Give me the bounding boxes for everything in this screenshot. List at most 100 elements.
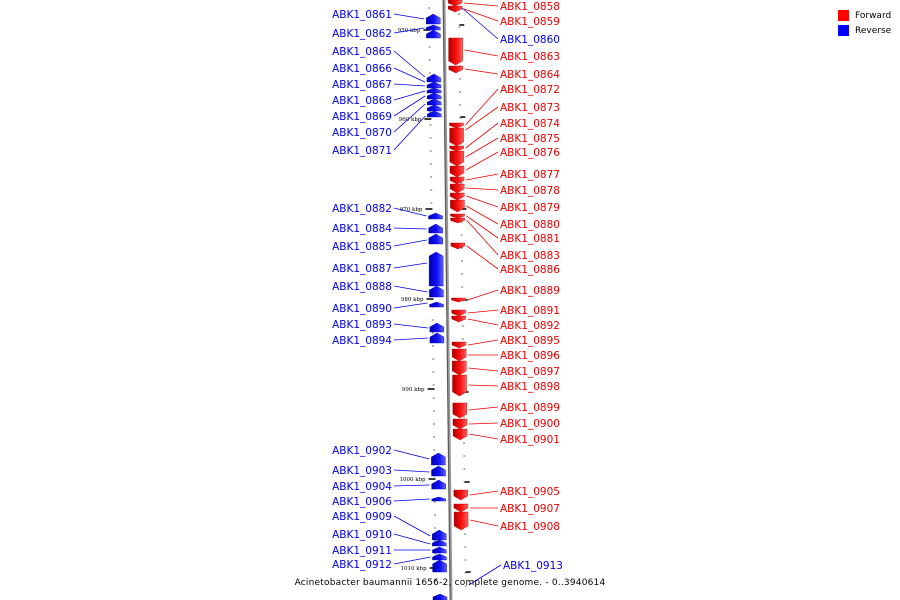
gene-leader-forward	[469, 519, 499, 527]
reverse-gene-arrow	[431, 496, 447, 502]
gene-leader-reverse	[393, 484, 430, 487]
reverse-gene-arrow	[432, 529, 447, 541]
gene-leader-forward	[465, 151, 499, 171]
forward-gene-arrow	[449, 183, 465, 194]
reverse-gene-arrow	[432, 559, 447, 573]
gene-label-forward: ABK1_0898	[500, 381, 560, 393]
gene-label-forward: ABK1_0872	[500, 84, 560, 96]
gene-leader-forward	[463, 8, 499, 22]
forward-gene-arrow	[449, 127, 464, 147]
reverse-gene-arrow	[426, 92, 442, 100]
gene-leader-reverse	[393, 285, 428, 293]
reverse-gene-arrow	[426, 13, 441, 25]
gene-label-reverse: ABK1_0913	[503, 560, 563, 572]
reverse-gene-arrow	[428, 223, 443, 234]
gene-leader-forward	[466, 173, 499, 181]
gene-label-reverse: ABK1_0888	[332, 281, 392, 293]
gene-leader-forward	[464, 68, 499, 75]
forward-gene-arrow	[451, 341, 467, 349]
gene-label-forward: ABK1_0874	[500, 118, 560, 130]
gene-label-reverse: ABK1_0885	[332, 241, 392, 253]
gene-label-forward: ABK1_0864	[500, 69, 560, 81]
gene-label-forward: ABK1_0878	[500, 185, 560, 197]
forward-gene-arrow	[448, 37, 463, 66]
forward-gene-arrow	[449, 150, 465, 167]
gene-leader-forward	[468, 433, 499, 440]
gene-leader-reverse	[393, 556, 431, 565]
gene-leader-forward	[465, 88, 499, 126]
gene-label-forward: ABK1_0859	[500, 16, 560, 28]
genome-axis	[442, 0, 453, 600]
legend-item-forward: Forward	[838, 8, 891, 23]
gene-label-reverse: ABK1_0911	[332, 545, 392, 557]
gene-label-reverse: ABK1_0871	[332, 145, 392, 157]
gene-label-forward: ABK1_0881	[500, 233, 560, 245]
gene-leader-reverse	[393, 498, 430, 502]
genome-axis-edge	[442, 0, 451, 600]
gene-label-forward: ABK1_0899	[500, 402, 560, 414]
gene-leader-forward	[465, 137, 499, 158]
forward-gene-arrow	[447, 5, 463, 13]
reverse-gene-arrow	[426, 98, 442, 106]
forward-gene-arrow	[450, 192, 465, 201]
forward-gene-arrow	[451, 348, 467, 362]
legend-label-forward: Forward	[855, 10, 892, 21]
gene-label-forward: ABK1_0863	[500, 51, 560, 63]
gene-leader-reverse	[393, 90, 426, 101]
gene-leader-reverse	[393, 103, 426, 133]
gene-leader-forward	[468, 406, 499, 411]
reverse-gene-arrow	[431, 479, 446, 490]
gene-label-reverse: ABK1_0902	[332, 445, 392, 457]
reverse-gene-arrow	[428, 212, 443, 220]
gene-leader-reverse	[393, 115, 426, 151]
gene-label-reverse: ABK1_0884	[332, 223, 392, 235]
forward-gene-arrow	[452, 402, 467, 419]
gene-leader-reverse	[393, 227, 427, 230]
legend: Forward Reverse	[838, 8, 891, 38]
map-caption: Acinetobacter baumannii 1656-2, complete…	[294, 578, 606, 588]
gene-leader-forward	[465, 122, 499, 149]
gene-label-reverse: ABK1_0869	[332, 111, 392, 123]
gene-label-reverse: ABK1_0887	[332, 263, 392, 275]
kbp-label: 1010 kbp	[401, 566, 428, 572]
forward-gene-arrow	[451, 297, 466, 303]
reverse-gene-arrow	[432, 553, 447, 561]
forward-gene-arrow	[449, 145, 464, 152]
kbp-label: 980 kbp	[401, 297, 424, 303]
gene-leader-forward	[466, 215, 499, 239]
kbp-label: 960 kbp	[399, 117, 422, 123]
reverse-gene-arrow	[432, 593, 448, 600]
reverse-gene-arrow	[426, 73, 442, 83]
forward-gene-arrow	[450, 213, 465, 219]
gene-leader-reverse	[393, 67, 426, 83]
gene-leader-forward	[465, 106, 499, 131]
forward-gene-arrow	[452, 374, 467, 397]
forward-gene-arrow	[449, 122, 464, 129]
reverse-gene-arrow	[428, 233, 443, 245]
gene-label-forward: ABK1_0901	[500, 434, 560, 446]
forward-gene-arrow	[453, 511, 469, 531]
reverse-gene-arrow	[428, 251, 444, 287]
gene-label-reverse: ABK1_0910	[332, 529, 392, 541]
legend-swatch-reverse	[838, 25, 849, 36]
gene-leader-reverse	[393, 323, 428, 329]
gene-label-reverse: ABK1_0867	[332, 79, 392, 91]
legend-swatch-forward	[838, 10, 849, 21]
gene-leader-forward	[468, 422, 499, 425]
legend-label-reverse: Reverse	[855, 25, 892, 36]
gene-leader-reverse	[393, 262, 428, 269]
reverse-gene-arrow	[432, 539, 447, 547]
gene-leader-forward	[469, 490, 499, 496]
gene-leader-forward	[468, 384, 499, 387]
gene-label-reverse: ABK1_0860	[500, 34, 560, 46]
gene-label-reverse: ABK1_0870	[332, 127, 392, 139]
gene-label-forward: ABK1_0858	[500, 1, 560, 13]
gene-label-reverse: ABK1_0890	[332, 303, 392, 315]
gene-leader-forward	[466, 205, 499, 225]
gene-leader-forward	[464, 49, 499, 57]
gene-label-forward: ABK1_0879	[500, 202, 560, 214]
gene-label-forward: ABK1_0889	[500, 285, 560, 297]
gene-leader-reverse	[393, 533, 431, 545]
reverse-gene-arrow	[426, 29, 441, 39]
gene-leader-forward	[467, 339, 499, 346]
